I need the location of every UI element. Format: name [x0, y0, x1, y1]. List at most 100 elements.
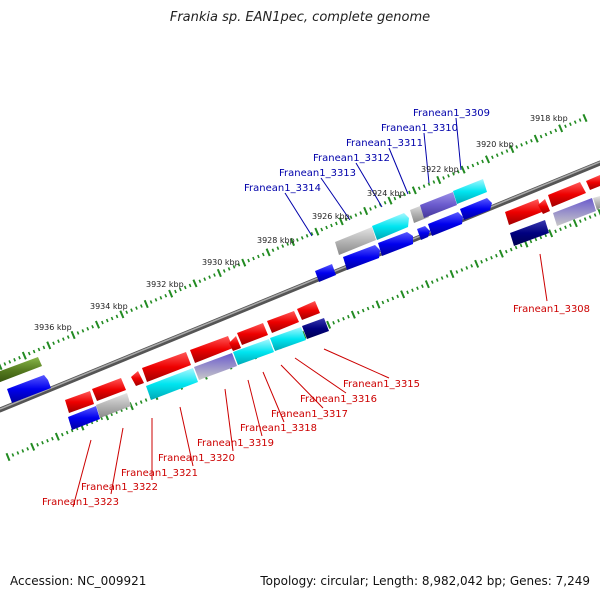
minor-tick [476, 161, 480, 166]
minor-tick [525, 141, 528, 145]
minor-tick [174, 289, 177, 294]
gene-arrow [428, 212, 463, 236]
minor-tick [281, 244, 285, 248]
minor-tick [578, 118, 582, 122]
outer-tick-ring [0, 113, 588, 371]
major-tick [326, 320, 332, 329]
leader-line [539, 253, 548, 302]
minor-tick [417, 186, 421, 191]
major-tick [498, 249, 504, 258]
major-tick [192, 279, 198, 288]
minor-tick [330, 223, 333, 228]
leader-line [323, 348, 390, 379]
minor-tick [337, 318, 340, 323]
gene-label[interactable]: Franean1_3308 [513, 304, 590, 315]
gene-label[interactable]: Franean1_3318 [240, 423, 317, 434]
gene-label[interactable]: Franean1_3310 [381, 123, 458, 134]
major-tick [128, 402, 134, 411]
major-tick [94, 320, 101, 329]
minor-tick [164, 293, 168, 298]
gene-label[interactable]: Franean1_3316 [300, 394, 377, 405]
minor-tick [320, 227, 324, 232]
gene-track [0, 175, 600, 430]
gene-arrow [378, 232, 413, 256]
gene-label[interactable]: Franean1_3322 [81, 482, 158, 493]
minor-tick [386, 298, 390, 303]
kbp-label: 3920 kbp [476, 140, 514, 149]
gene-label[interactable]: Franean1_3311 [346, 138, 423, 149]
major-tick [363, 206, 369, 216]
kbp-label: 3922 kbp [421, 165, 459, 174]
gene-label[interactable]: Franean1_3314 [244, 183, 321, 194]
minor-tick [349, 215, 353, 219]
gene-label[interactable]: Franean1_3313 [279, 168, 356, 179]
minor-tick [36, 443, 39, 447]
minor-tick [359, 211, 363, 215]
minor-tick [573, 120, 577, 124]
gene-label[interactable]: Franean1_3319 [197, 438, 274, 449]
gene-label[interactable]: Franean1_3320 [158, 453, 235, 464]
minor-tick [421, 284, 424, 288]
minor-tick [445, 274, 449, 278]
gene-label[interactable]: Franean1_3321 [121, 468, 198, 479]
leader-line [110, 427, 124, 495]
minor-tick [342, 316, 345, 321]
major-tick [21, 351, 27, 360]
gene-label[interactable]: Franean1_3323 [42, 497, 119, 508]
gene-arrow [315, 264, 336, 282]
minor-tick [559, 227, 562, 232]
minor-tick [393, 196, 397, 201]
minor-tick [460, 268, 464, 272]
minor-tick [505, 149, 509, 153]
genome-backbone-highlight [0, 161, 600, 410]
major-tick [387, 196, 393, 205]
gene-label[interactable]: Franean1_3309 [413, 108, 490, 119]
gene-arrow [194, 353, 237, 380]
minor-tick [60, 432, 64, 437]
minor-tick [276, 246, 280, 250]
gene-label[interactable]: Franean1_3315 [343, 379, 420, 390]
minor-tick [347, 314, 350, 319]
minor-tick [222, 269, 226, 273]
major-tick [265, 248, 271, 257]
minor-tick [371, 304, 375, 309]
minor-tick [396, 294, 400, 299]
gene-label[interactable]: Franean1_3312 [313, 153, 390, 164]
minor-tick [76, 331, 80, 335]
major-tick [216, 268, 222, 278]
minor-tick [41, 440, 44, 445]
minor-tick [471, 163, 475, 168]
minor-tick [37, 347, 41, 352]
minor-tick [46, 438, 49, 443]
kbp-label: 3936 kbp [34, 323, 72, 332]
major-tick [350, 310, 356, 319]
minor-tick [369, 207, 372, 211]
gene-arrow [302, 318, 329, 339]
minor-tick [286, 242, 289, 246]
minor-tick [593, 213, 597, 217]
minor-tick [144, 398, 148, 402]
gene-arrow [65, 391, 94, 413]
genome-summary-text: Topology: circular; Length: 8,982,042 bp… [260, 574, 590, 588]
minor-tick [261, 252, 265, 257]
minor-tick [490, 255, 493, 260]
kbp-label: 3926 kbp [312, 212, 350, 221]
gene-arrow [92, 378, 126, 401]
minor-tick [422, 184, 426, 188]
major-tick [338, 217, 344, 226]
accession-text: Accession: NC_009921 [10, 574, 147, 588]
gene-label[interactable]: Franean1_3317 [271, 409, 348, 420]
minor-tick [588, 215, 592, 219]
minor-tick [465, 266, 469, 270]
gene-arrow [548, 182, 586, 207]
gene-arrow [453, 179, 487, 204]
minor-tick [335, 221, 338, 226]
gene-labels-right: Franean1_3308 [513, 304, 590, 315]
major-tick [411, 186, 417, 195]
minor-tick [361, 308, 365, 313]
minor-tick [135, 306, 138, 310]
minor-tick [403, 192, 406, 197]
minor-tick [325, 225, 328, 230]
minor-tick [554, 128, 558, 133]
